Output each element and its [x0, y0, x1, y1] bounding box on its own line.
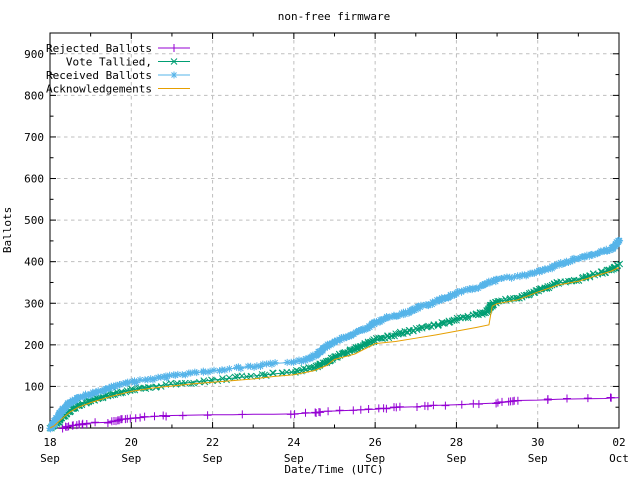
- data-marker-plus: [562, 394, 572, 403]
- data-marker-plus: [62, 422, 72, 432]
- legend-marker-plus: [169, 43, 179, 53]
- data-marker-plus: [323, 406, 333, 416]
- data-marker-plus: [131, 413, 141, 423]
- data-marker-plus: [301, 408, 310, 418]
- data-marker-asterisk: [199, 367, 208, 376]
- data-marker-plus: [457, 400, 467, 410]
- legend-label: Rejected Ballots: [46, 42, 152, 55]
- y-tick-label: 600: [24, 173, 44, 186]
- x-tick-label-month: Sep: [40, 452, 60, 465]
- legend-entry-acknowledgements: Acknowledgements: [46, 83, 190, 96]
- data-marker-asterisk: [271, 358, 280, 367]
- data-marker-plus: [178, 411, 188, 421]
- x-tick-label-day: 22: [206, 436, 219, 449]
- legend-entry-received-ballots: Received Ballots: [46, 69, 190, 82]
- data-marker-cross: [167, 379, 175, 387]
- x-tick-label-day: 18: [43, 436, 56, 449]
- x-tick-label-day: 02: [612, 436, 625, 449]
- data-marker-plus: [315, 407, 325, 417]
- x-tick-label-month: Sep: [203, 452, 223, 465]
- x-tick-label-day: 28: [450, 436, 463, 449]
- series-line-acknowledgements: [49, 267, 620, 429]
- data-marker-plus: [474, 399, 484, 409]
- data-marker-plus: [348, 405, 358, 415]
- y-axis-label: Ballots: [1, 207, 14, 253]
- y-tick-label: 400: [24, 256, 44, 269]
- y-tick-label: 900: [24, 48, 44, 61]
- y-tick-label: 0: [37, 422, 44, 435]
- legend-entry-rejected-ballots: Rejected Ballots: [46, 42, 190, 55]
- data-marker-plus: [203, 410, 213, 420]
- legend-label: Received Ballots: [46, 69, 152, 82]
- data-marker-plus: [395, 402, 405, 412]
- y-tick-label: 700: [24, 131, 44, 144]
- x-tick-label-month: Oct: [609, 452, 629, 465]
- data-marker-plus: [150, 411, 159, 421]
- x-tick-label-month: Sep: [284, 452, 304, 465]
- x-tick-label-day: 24: [287, 436, 301, 449]
- chart-title: non-free firmware: [278, 10, 391, 23]
- x-tick-label-day: 20: [125, 436, 138, 449]
- x-axis-label: Date/Time (UTC): [284, 463, 383, 476]
- series-line-rejected-ballots: [62, 397, 620, 429]
- y-tick-label: 100: [24, 380, 44, 393]
- x-tick-label-day: 26: [369, 436, 382, 449]
- y-tick-label: 200: [24, 339, 44, 352]
- data-marker-plus: [140, 412, 150, 422]
- y-tick-label: 800: [24, 89, 44, 102]
- x-tick-label-day: 30: [531, 436, 544, 449]
- data-marker-plus: [135, 413, 145, 423]
- data-marker-plus: [90, 417, 100, 427]
- data-marker-plus: [290, 409, 300, 419]
- series-layer: [45, 236, 624, 433]
- legend-entry-vote-tallied: Vote Tallied,: [66, 56, 190, 69]
- axis-layer: 18 Sep 20 Sep 22 Sep 24 Sep 26 Sep 28 Sep 30 Sep 02 Oct…: [24, 32, 629, 465]
- data-marker-plus: [237, 409, 247, 419]
- data-marker-plus: [493, 398, 503, 408]
- data-marker-plus: [606, 393, 616, 403]
- data-marker-plus: [440, 401, 450, 411]
- data-marker-plus: [513, 396, 523, 406]
- data-marker-plus: [543, 394, 553, 404]
- data-marker-plus: [356, 405, 366, 415]
- series-acknowledgements: [49, 267, 620, 429]
- y-tick-label: 300: [24, 297, 44, 310]
- x-tick-label-month: Sep: [365, 452, 385, 465]
- data-marker-plus: [428, 400, 438, 410]
- data-marker-plus: [103, 418, 113, 428]
- series-rejected-ballots: [58, 393, 620, 433]
- series-vote-tallied: [46, 260, 624, 432]
- data-marker-plus: [82, 419, 92, 429]
- series-received-ballots: [45, 236, 624, 433]
- data-marker-asterisk: [236, 364, 245, 373]
- grid-layer: [50, 33, 619, 428]
- x-tick-label-month: Sep: [446, 452, 466, 465]
- legend-label: Acknowledgements: [46, 83, 152, 96]
- data-marker-plus: [583, 393, 593, 403]
- x-tick-label-month: Sep: [528, 452, 548, 465]
- legend-label: Vote Tallied,: [66, 56, 152, 69]
- data-marker-asterisk: [210, 366, 218, 375]
- x-tick-label-month: Sep: [121, 452, 141, 465]
- data-marker-plus: [412, 402, 422, 412]
- data-marker-cross: [269, 369, 277, 377]
- y-tick-label: 500: [24, 214, 44, 227]
- data-marker-asterisk: [614, 236, 622, 245]
- data-marker-asterisk: [225, 364, 234, 373]
- data-marker-plus: [335, 405, 345, 415]
- data-marker-plus: [491, 399, 501, 408]
- data-marker-plus: [364, 404, 374, 414]
- legend-marker-asterisk: [170, 71, 178, 79]
- data-marker-asterisk: [192, 368, 201, 377]
